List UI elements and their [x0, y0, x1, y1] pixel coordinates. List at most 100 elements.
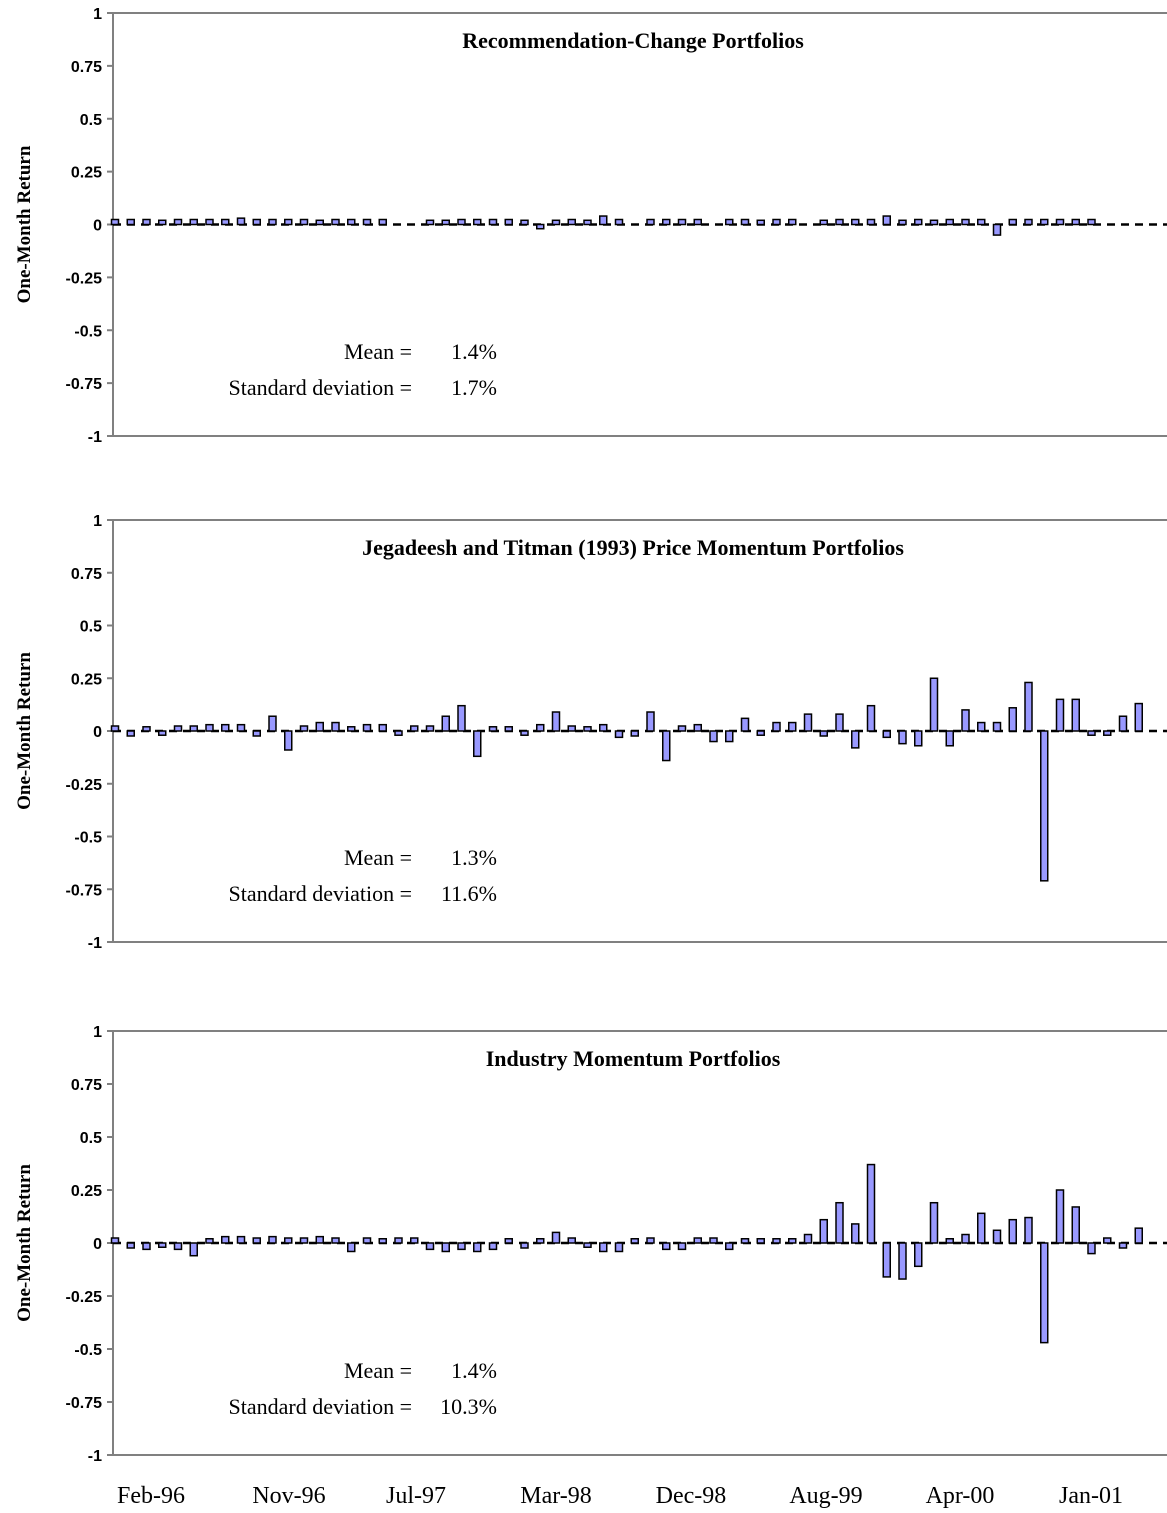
bar — [1134, 1227, 1143, 1244]
bar — [646, 218, 655, 226]
bar — [1008, 707, 1017, 732]
bar — [410, 1237, 419, 1244]
bar — [504, 1238, 513, 1244]
bar — [693, 1237, 702, 1244]
bar — [614, 730, 624, 739]
bar — [709, 730, 718, 743]
y-tick-label: -1 — [88, 429, 102, 446]
bar — [221, 218, 230, 226]
bar — [567, 218, 576, 226]
bar — [630, 1238, 639, 1244]
bar — [740, 717, 750, 732]
bar — [284, 1237, 293, 1244]
x-tick-label: Aug-99 — [789, 1483, 862, 1509]
bar — [898, 219, 907, 226]
bar — [599, 215, 608, 226]
bar — [1024, 681, 1033, 732]
bar — [677, 218, 687, 226]
bar — [945, 218, 954, 226]
bar — [362, 218, 372, 226]
bar — [158, 219, 167, 226]
bar — [583, 1242, 592, 1248]
x-tick-label: Jul-97 — [386, 1483, 446, 1509]
bar — [299, 218, 309, 226]
x-tick-label: Feb-96 — [117, 1483, 185, 1509]
bar — [756, 1238, 765, 1244]
bar — [961, 218, 970, 226]
bar — [189, 1242, 198, 1257]
bar — [536, 1238, 545, 1244]
bar — [378, 1238, 387, 1244]
bar — [725, 218, 734, 226]
bar — [315, 219, 324, 226]
y-tick-label: -0.25 — [66, 777, 103, 794]
bar — [331, 721, 340, 732]
bar — [866, 704, 876, 732]
bar — [410, 725, 419, 732]
bar — [1118, 715, 1128, 732]
bar — [1008, 218, 1017, 226]
bar — [583, 219, 592, 226]
bar — [709, 1237, 718, 1244]
bar — [315, 1235, 324, 1244]
bar — [536, 223, 545, 230]
y-tick-label: -0.75 — [66, 882, 103, 899]
bar — [1103, 1237, 1112, 1244]
bar — [961, 709, 970, 732]
bar — [394, 1237, 403, 1244]
bar — [457, 1242, 466, 1251]
bar — [457, 218, 466, 226]
y-tick-label: 0 — [93, 724, 102, 741]
bar — [473, 1242, 482, 1253]
chart-title: Jegadeesh and Titman (1993) Price Moment… — [362, 535, 904, 560]
bar — [205, 1238, 214, 1244]
bar — [567, 725, 576, 732]
y-tick-label: -1 — [88, 1448, 102, 1465]
bar — [126, 1242, 135, 1249]
bar — [866, 1163, 876, 1244]
bar — [205, 218, 214, 226]
bar — [898, 1242, 907, 1280]
y-tick-label: 0 — [93, 1236, 102, 1253]
bar — [851, 218, 860, 226]
bar — [299, 1237, 309, 1244]
y-axis-label: One-Month Return — [14, 145, 35, 303]
y-tick-label: -0.75 — [66, 376, 103, 393]
bar — [473, 730, 482, 758]
y-axis-label: One-Month Return — [14, 652, 35, 810]
bar — [945, 1238, 954, 1244]
std-dev-label: Standard deviation = — [229, 375, 412, 400]
mean-label: Mean = — [344, 845, 412, 870]
bar — [772, 721, 781, 732]
bar — [961, 1233, 970, 1244]
y-tick-label: -0.25 — [66, 1289, 103, 1306]
bar — [866, 218, 876, 226]
y-tick-label: -0.25 — [66, 270, 103, 287]
bar — [173, 218, 183, 226]
std-dev-value: 1.7% — [451, 375, 497, 400]
bar — [819, 219, 828, 226]
bar — [142, 218, 151, 226]
bar — [252, 218, 261, 226]
bar — [1087, 1242, 1096, 1255]
bar — [1118, 1242, 1128, 1249]
chart-title: Recommendation-Change Portfolios — [462, 28, 804, 53]
y-tick-label: 0 — [93, 218, 102, 235]
bar — [898, 730, 907, 745]
bar — [142, 1242, 151, 1251]
y-tick-label: 0.75 — [71, 1077, 102, 1094]
bar — [347, 1242, 356, 1253]
bar — [158, 1242, 167, 1248]
bar — [977, 218, 986, 226]
bar — [473, 218, 482, 226]
bar — [819, 1218, 828, 1244]
bar — [599, 1242, 608, 1253]
bar — [677, 725, 687, 732]
x-tick-label: Apr-00 — [926, 1483, 995, 1509]
y-tick-label: 1 — [93, 513, 102, 530]
bar — [520, 219, 529, 226]
bar — [772, 1238, 781, 1244]
bar — [378, 723, 387, 732]
bar — [173, 1242, 183, 1251]
bar — [236, 723, 246, 732]
